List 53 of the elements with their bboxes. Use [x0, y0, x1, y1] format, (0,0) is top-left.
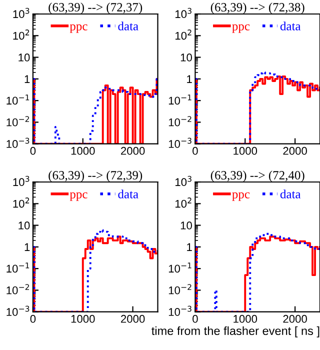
y-tick-label: 10$^{−2}$	[6, 116, 29, 126]
y-tick-label: 10$^{2}$	[175, 30, 192, 40]
y-tick-label: 10$^{3}$	[175, 176, 192, 186]
chart-title: (63,39) --> (72,40)	[210, 170, 304, 182]
legend-label: data	[118, 22, 138, 30]
y-tick-label: 10$^{3}$	[13, 176, 30, 186]
y-tick-label: 10$^{−3}$	[168, 306, 192, 316]
y-tick-label: 1	[24, 75, 30, 83]
y-tick-label: 10$^{−3}$	[6, 306, 30, 316]
chart-title: (63,39) --> (72,38)	[210, 2, 304, 14]
y-tick-label: 10$^{−1}$	[6, 94, 30, 105]
y-tick-label: 10	[180, 222, 192, 230]
y-tick-label: 10	[180, 54, 192, 62]
text: ppc	[232, 24, 250, 33]
x-tick-label: 1000	[234, 146, 258, 155]
x-tick-label: 2000	[121, 146, 145, 155]
y-tick-label: 1	[24, 243, 30, 251]
x-tick-label: 0	[30, 314, 36, 323]
x-tick-label: 2000	[283, 146, 307, 155]
y-tick-label: 10$^{−3}$	[6, 138, 30, 148]
x-tick-label: 0	[30, 146, 36, 155]
x-tick-label: 2000	[121, 314, 145, 323]
legend-label: ppc	[70, 192, 88, 201]
chart-title: (63,39) --> (72,39)	[48, 170, 142, 182]
x-tick-label: 0	[192, 146, 198, 155]
y-tick-label: 1	[187, 75, 192, 83]
y-tick-label: 10$^{−1}$	[168, 262, 192, 273]
y-tick-label: 1	[187, 243, 192, 251]
x-tick-label: 2000	[283, 314, 307, 323]
y-tick-label: 10$^{−1}$	[6, 262, 30, 273]
y-tick-label: 10$^{3}$	[175, 8, 192, 18]
x-tick-label: 1000	[234, 314, 258, 323]
y-tick-label: 10$^{3}$	[13, 8, 30, 18]
chart-title: (63,39) --> (72,37)	[48, 2, 142, 14]
legend-label: data	[118, 190, 138, 198]
x-tick-label: 1000	[71, 146, 95, 155]
y-tick-label: 10$^{2}$	[13, 30, 30, 40]
y-tick-label: 10$^{−2}$	[6, 284, 29, 294]
x-axis-title: time from the flasher event [ ns ]	[152, 326, 320, 338]
y-tick-label: 10	[18, 54, 30, 62]
y-tick-label: 10$^{−1}$	[168, 94, 192, 105]
x-tick-label: 0	[192, 314, 198, 323]
x-tick-label: 1000	[71, 314, 95, 323]
text: ppc	[232, 192, 250, 201]
legend-label: ppc	[70, 24, 88, 33]
legend-label: data	[280, 22, 301, 30]
y-tick-label: 10$^{−2}$	[168, 116, 192, 126]
y-tick-label: 10$^{−3}$	[168, 138, 192, 148]
legend-label: data	[280, 190, 301, 198]
y-tick-label: 10	[18, 222, 30, 230]
y-tick-label: 10$^{2}$	[175, 198, 192, 208]
y-tick-label: 10$^{−2}$	[168, 284, 192, 294]
y-tick-label: 10$^{2}$	[13, 198, 30, 208]
